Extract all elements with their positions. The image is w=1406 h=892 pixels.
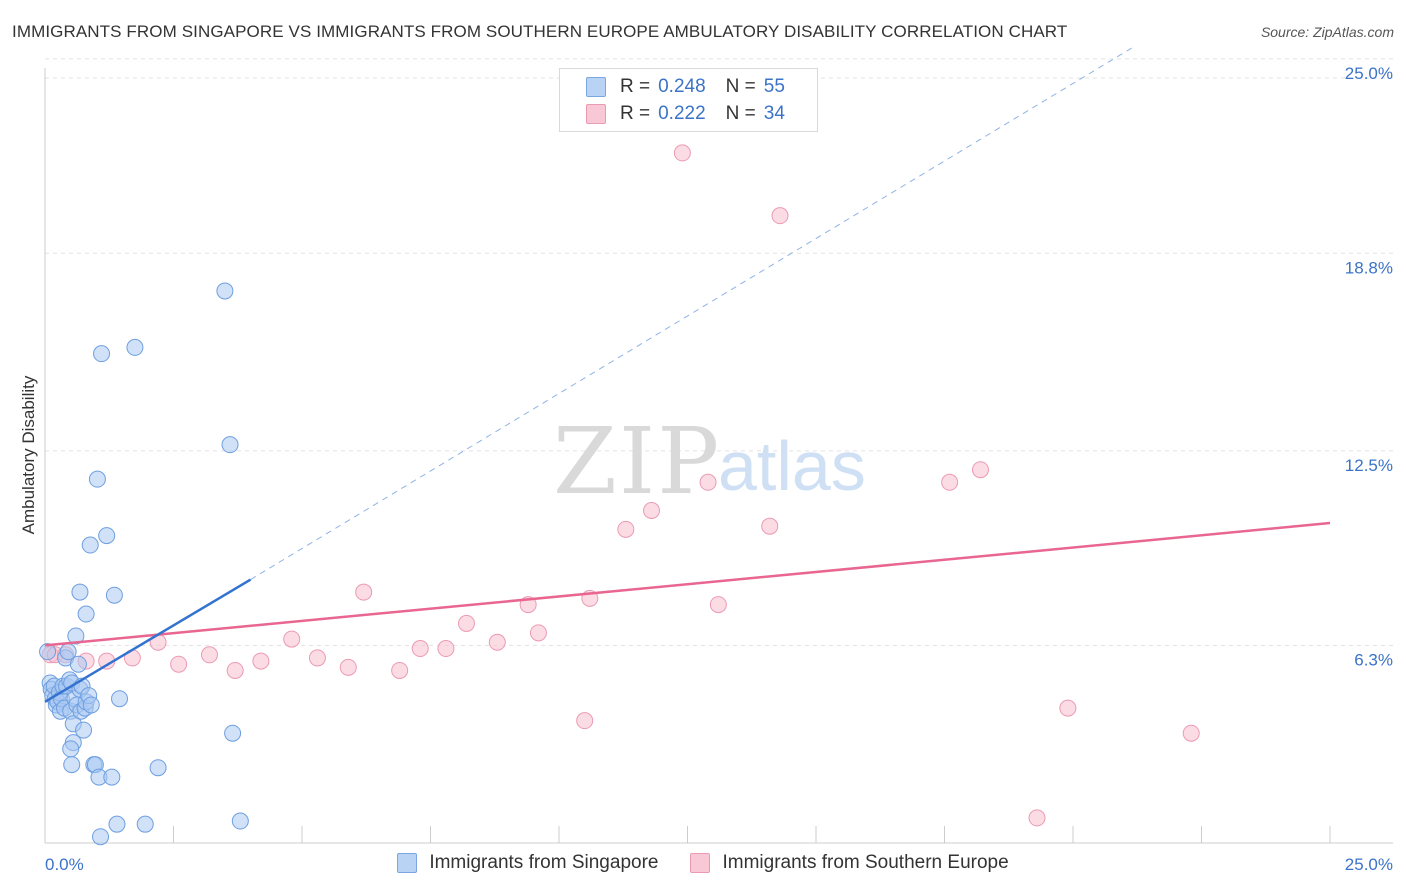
tick-labels: 6.3% 12.5% 18.8% 25.0% 0.0% 25.0% bbox=[45, 64, 1393, 874]
southern-europe-point bbox=[699, 473, 717, 491]
southern-europe-point bbox=[673, 144, 691, 162]
singapore-point bbox=[221, 436, 239, 454]
southern-europe-point bbox=[643, 502, 661, 520]
series-swatch-blue bbox=[397, 853, 418, 873]
watermark-zip: ZIP bbox=[553, 408, 721, 515]
y-tick-label: 25.0% bbox=[1345, 64, 1393, 83]
singapore-point bbox=[136, 815, 154, 833]
y-tick-label: 18.8% bbox=[1345, 258, 1393, 277]
southern-europe-point bbox=[457, 614, 475, 632]
singapore-point bbox=[88, 470, 106, 488]
legend-swatch-pink bbox=[586, 104, 606, 124]
southern-europe-point bbox=[355, 583, 373, 601]
singapore-trend-line bbox=[44, 578, 252, 703]
x-tick-label: 25.0% bbox=[1345, 855, 1393, 874]
singapore-point bbox=[126, 338, 144, 356]
legend-r-value: 0.248 bbox=[658, 76, 706, 97]
singapore-point bbox=[105, 586, 123, 604]
southern-europe-point bbox=[971, 461, 989, 479]
southern-europe-point bbox=[529, 624, 547, 642]
legend: R = 0.248 N = 55 R = 0.222 N = 34 bbox=[559, 68, 818, 132]
singapore-point bbox=[39, 643, 57, 661]
singapore-point bbox=[231, 812, 249, 830]
singapore-point bbox=[98, 527, 116, 545]
singapore-point bbox=[62, 740, 80, 758]
singapore-points bbox=[39, 282, 249, 846]
southern-europe-point bbox=[200, 646, 218, 664]
singapore-point bbox=[71, 583, 89, 601]
singapore-point bbox=[69, 655, 87, 673]
singapore-point bbox=[224, 724, 242, 742]
legend-row-southern-europe: R = 0.222 N = 34 bbox=[586, 102, 785, 126]
series-swatch-pink bbox=[690, 853, 711, 873]
singapore-point bbox=[149, 759, 167, 777]
singapore-point bbox=[81, 536, 99, 554]
southern-europe-point bbox=[170, 655, 188, 673]
southern-europe-point bbox=[437, 640, 455, 658]
legend-row-singapore: R = 0.248 N = 55 bbox=[586, 75, 785, 99]
trend-lines bbox=[44, 45, 1331, 703]
singapore-point bbox=[108, 815, 126, 833]
southern-europe-point bbox=[226, 661, 244, 679]
singapore-point bbox=[216, 282, 234, 300]
southern-europe-point bbox=[488, 633, 506, 651]
southern-europe-point bbox=[771, 207, 789, 225]
singapore-point bbox=[75, 721, 93, 739]
legend-swatch-blue bbox=[586, 77, 606, 97]
singapore-point bbox=[111, 690, 129, 708]
singapore-point bbox=[93, 345, 111, 363]
southern-europe-point bbox=[252, 652, 270, 670]
axes bbox=[44, 68, 1393, 844]
southern-europe-point bbox=[339, 658, 357, 676]
series-legend-southern-europe: Immigrants from Southern Europe bbox=[690, 852, 1009, 874]
legend-n-label: N = bbox=[725, 76, 756, 97]
x-tick-label: 0.0% bbox=[45, 855, 84, 874]
legend-r-value: 0.222 bbox=[658, 103, 706, 124]
legend-r-label: R = bbox=[620, 76, 651, 97]
southern-europe-point bbox=[709, 596, 727, 614]
legend-n-label: N = bbox=[725, 103, 756, 124]
southern-europe-point bbox=[283, 630, 301, 648]
gridlines bbox=[45, 58, 1393, 646]
series-legend-singapore: Immigrants from Singapore bbox=[397, 852, 658, 874]
southern-europe-trend-line bbox=[44, 521, 1331, 647]
series-label-singapore: Immigrants from Singapore bbox=[429, 852, 659, 873]
southern-europe-point bbox=[576, 712, 594, 730]
y-tick-label: 6.3% bbox=[1354, 650, 1393, 669]
southern-europe-point bbox=[761, 517, 779, 535]
singapore-point bbox=[77, 605, 95, 623]
singapore-point bbox=[103, 768, 121, 786]
legend-r-label: R = bbox=[620, 103, 651, 124]
southern-europe-point bbox=[391, 661, 409, 679]
singapore-trend-extension bbox=[250, 45, 1135, 580]
singapore-point bbox=[92, 828, 110, 846]
singapore-point bbox=[63, 756, 81, 774]
watermark-atlas: atlas bbox=[718, 427, 866, 505]
southern-europe-point bbox=[308, 649, 326, 667]
southern-europe-point bbox=[411, 640, 429, 658]
series-label-southern-europe: Immigrants from Southern Europe bbox=[722, 852, 1009, 873]
chart-title: IMMIGRANTS FROM SINGAPORE VS IMMIGRANTS … bbox=[12, 22, 1068, 41]
y-tick-label: 12.5% bbox=[1345, 456, 1393, 475]
southern-europe-point bbox=[1182, 724, 1200, 742]
y-axis-label: Ambulatory Disability bbox=[19, 375, 38, 534]
source-label: Source: ZipAtlas.com bbox=[1260, 24, 1394, 40]
southern-europe-point bbox=[1059, 699, 1077, 717]
singapore-point bbox=[82, 696, 100, 714]
southern-europe-point bbox=[941, 473, 959, 491]
southern-europe-point bbox=[1028, 809, 1046, 827]
legend-n-value: 34 bbox=[763, 103, 785, 124]
series-legend: Immigrants from Singapore Immigrants fro… bbox=[0, 852, 1406, 874]
legend-n-value: 55 bbox=[763, 76, 785, 97]
singapore-point bbox=[67, 627, 85, 645]
southern-europe-point bbox=[617, 520, 635, 538]
